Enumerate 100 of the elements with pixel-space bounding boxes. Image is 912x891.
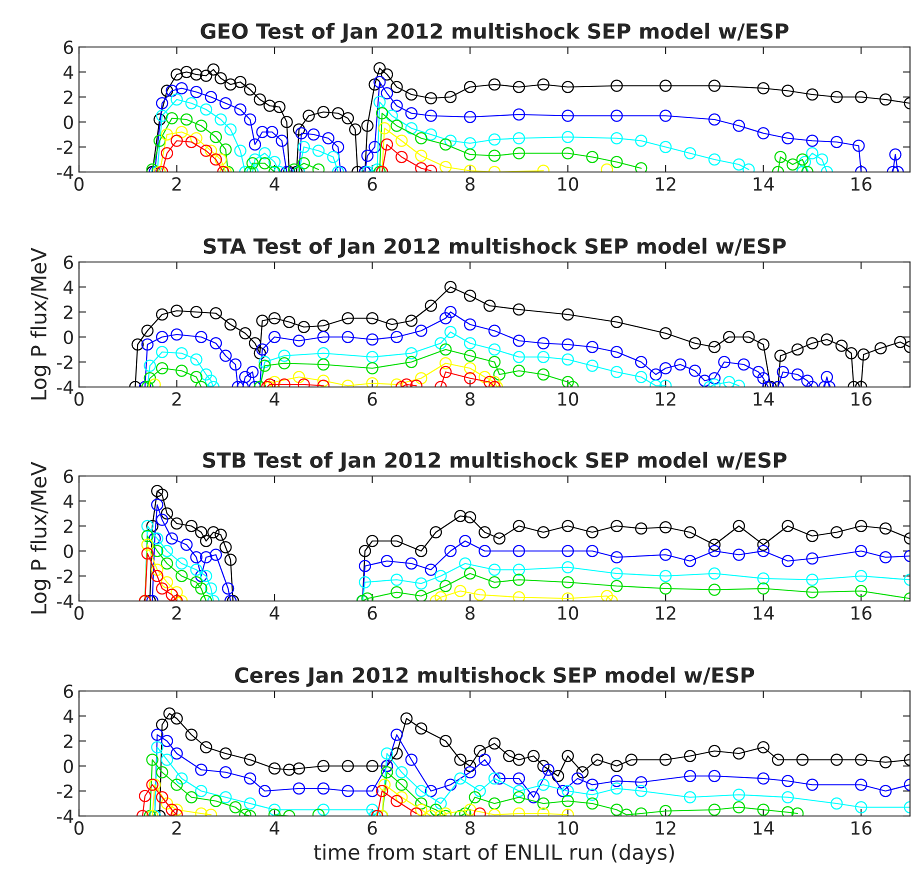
point xyxy=(390,747,403,760)
point xyxy=(488,576,501,588)
x-tick-label: 6 xyxy=(368,177,377,191)
point xyxy=(562,750,574,762)
point xyxy=(434,797,447,810)
point xyxy=(806,134,818,147)
point xyxy=(170,517,183,530)
x-tick-label: 8 xyxy=(466,606,475,620)
point xyxy=(464,290,476,302)
point xyxy=(166,112,178,124)
point xyxy=(562,80,574,94)
point xyxy=(430,526,442,538)
point xyxy=(552,770,564,782)
point xyxy=(742,330,755,344)
x-tick-label: 16 xyxy=(852,606,872,620)
point xyxy=(488,797,501,810)
point xyxy=(195,784,208,798)
point xyxy=(151,544,164,558)
point xyxy=(390,100,403,112)
point xyxy=(732,120,746,132)
point xyxy=(723,330,736,344)
point xyxy=(424,784,438,798)
point xyxy=(855,544,868,558)
point xyxy=(358,560,372,572)
point xyxy=(782,554,794,568)
point xyxy=(684,526,696,538)
point xyxy=(512,303,526,316)
point xyxy=(195,582,208,595)
point xyxy=(195,570,208,582)
point xyxy=(537,526,550,538)
point xyxy=(380,68,394,81)
point xyxy=(268,156,281,168)
point xyxy=(434,591,447,601)
point xyxy=(276,134,288,147)
point xyxy=(424,564,438,576)
point xyxy=(151,741,164,754)
point xyxy=(185,97,198,110)
point xyxy=(141,530,154,542)
point xyxy=(488,133,501,146)
point xyxy=(317,320,330,332)
point xyxy=(782,132,794,144)
point xyxy=(464,511,476,524)
point xyxy=(246,157,259,170)
point xyxy=(732,548,746,561)
point xyxy=(708,340,721,354)
y-tick-label: -2 xyxy=(57,569,72,583)
point xyxy=(366,760,378,772)
point xyxy=(806,88,818,101)
point xyxy=(200,741,212,754)
point xyxy=(820,370,834,384)
point xyxy=(454,754,466,766)
point xyxy=(415,132,428,144)
point xyxy=(254,93,266,106)
point xyxy=(258,784,271,798)
point xyxy=(562,147,574,160)
point xyxy=(493,772,506,785)
point xyxy=(562,308,574,321)
point xyxy=(855,570,868,582)
point xyxy=(610,156,623,168)
point xyxy=(464,350,476,362)
point xyxy=(141,538,154,551)
point xyxy=(166,532,178,545)
point xyxy=(380,87,394,100)
point xyxy=(732,801,746,814)
point xyxy=(234,144,246,157)
x-tick-label: 12 xyxy=(656,177,676,191)
y-tick-label: 6 xyxy=(64,40,73,54)
point xyxy=(204,90,218,104)
point xyxy=(782,774,794,788)
point xyxy=(224,554,237,566)
point xyxy=(214,113,227,126)
point xyxy=(757,582,770,595)
point xyxy=(405,356,418,368)
point xyxy=(444,544,457,558)
point xyxy=(366,784,378,798)
point xyxy=(537,368,550,381)
point xyxy=(430,804,442,816)
point xyxy=(220,350,232,362)
point xyxy=(512,108,526,121)
point xyxy=(210,337,222,350)
point xyxy=(366,312,378,324)
point xyxy=(635,356,648,368)
point xyxy=(464,804,476,816)
point xyxy=(684,770,696,782)
x-tick-label: 14 xyxy=(754,392,774,406)
point xyxy=(185,136,198,148)
point xyxy=(684,750,696,762)
point xyxy=(214,72,227,84)
point xyxy=(586,150,598,164)
point xyxy=(160,84,174,97)
point xyxy=(244,754,256,766)
point xyxy=(146,754,158,766)
point xyxy=(635,522,648,535)
x-tick-label: 0 xyxy=(74,392,84,406)
point xyxy=(478,526,491,538)
point xyxy=(512,80,526,94)
point xyxy=(405,88,418,101)
point xyxy=(659,804,672,816)
x-tick-label: 12 xyxy=(656,821,676,835)
point xyxy=(170,747,183,760)
